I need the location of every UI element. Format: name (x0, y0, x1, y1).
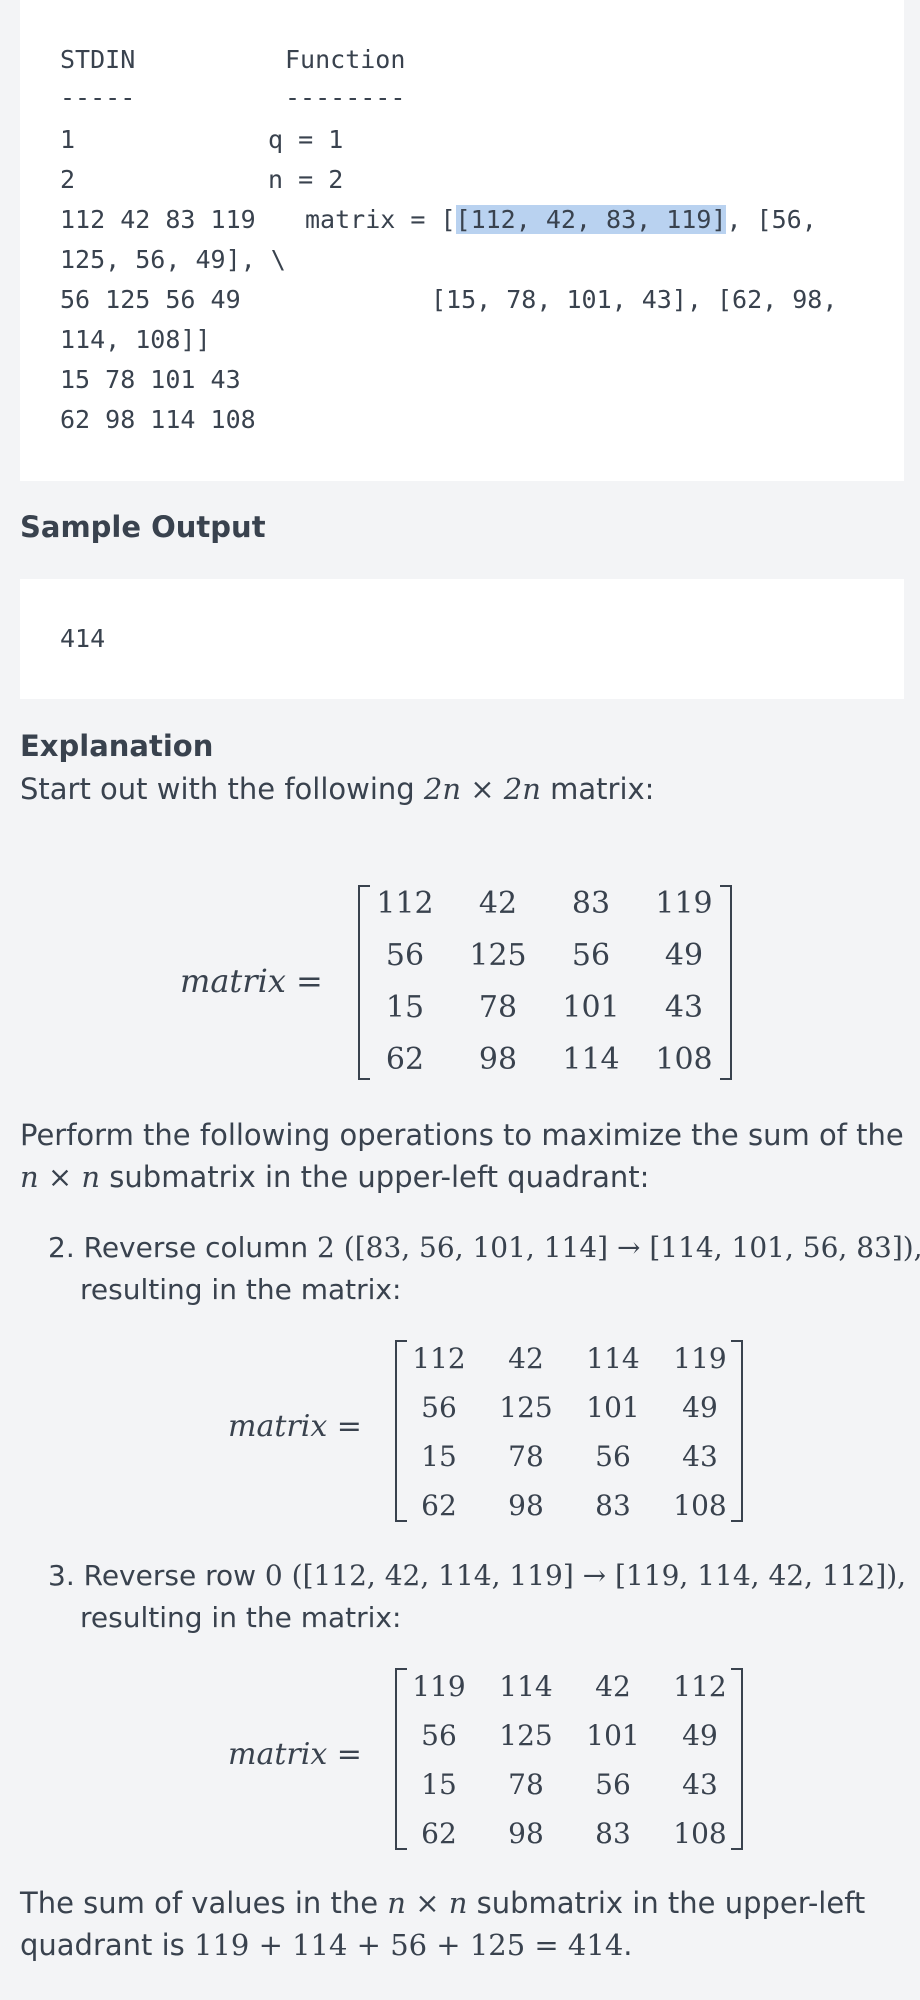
matrix-cell: 56 (421, 1719, 457, 1752)
sample-output-title: Sample Output (20, 510, 266, 544)
matrix-cell: 56 (595, 1440, 631, 1473)
matrix-cell: 101 (586, 1719, 640, 1752)
matrix-cell: 101 (586, 1391, 640, 1424)
sample-output-block: 414 (20, 579, 904, 699)
matrix-cell: 125 (499, 1719, 553, 1752)
matrix-cell: 56 (595, 1768, 631, 1801)
matrix-cell: 112 (673, 1670, 727, 1703)
matrix-right-bracket (731, 1668, 743, 1850)
matrix-right-bracket (731, 1340, 743, 1522)
matrix-cell: 119 (673, 1342, 727, 1375)
conclusion-line-1: The sum of values in the n × n submatrix… (20, 1886, 866, 1920)
function-divider: -------- (285, 83, 406, 112)
matrix-cell: 98 (508, 1489, 544, 1522)
matrix-left-bracket (358, 885, 370, 1080)
matrix-cell: 42 (595, 1670, 631, 1703)
highlighted-row: [112, 42, 83, 119] (455, 205, 727, 234)
matrix-cell: 112 (376, 886, 434, 921)
matrix-cell: 114 (499, 1670, 553, 1703)
stdin-line: 114, 108]] (60, 325, 211, 354)
function-line: q = 1 (268, 125, 344, 154)
stdin-line: 125, 56, 49], \ (60, 245, 286, 274)
matrix-cell: 62 (385, 1042, 425, 1077)
matrix-cell: 15 (421, 1440, 457, 1473)
matrix-cell: 108 (673, 1489, 727, 1522)
matrix-cell: 49 (664, 938, 704, 973)
step-3-line-2: resulting in the matrix: (80, 1601, 402, 1634)
function-header: Function (285, 45, 406, 74)
matrix-cell: 125 (499, 1391, 553, 1424)
matrix-cell: 56 (421, 1391, 457, 1424)
explanation-title: Explanation (20, 729, 214, 763)
matrix-cell: 119 (655, 886, 713, 921)
matrix-cell: 15 (421, 1768, 457, 1801)
matrix-cell: 114 (562, 1042, 620, 1077)
matrix-cell: 114 (586, 1342, 640, 1375)
step-2-line-1: 2. Reverse column 2 ([83, 56, 101, 114] … (48, 1231, 920, 1264)
matrix-label: matrix = (228, 1409, 362, 1444)
conclusion-line-2: quadrant is 119 + 114 + 56 + 125 = 414. (20, 1928, 633, 1962)
matrix-label: matrix = (180, 962, 323, 1000)
stdin-line: 1 (60, 125, 76, 154)
matrix-cell: 15 (385, 990, 425, 1025)
matrix-cell: 62 (421, 1489, 457, 1522)
matrix-cell: 125 (469, 938, 527, 973)
matrix-left-bracket (395, 1340, 407, 1522)
matrix-cell: 78 (508, 1768, 544, 1801)
stdin-header: STDIN (60, 45, 136, 74)
matrix-cell: 112 (412, 1342, 466, 1375)
matrix-cell: 56 (571, 938, 611, 973)
stdin-line: 112 42 83 119 (60, 205, 256, 234)
perform-line-2: n × n submatrix in the upper-left quadra… (20, 1160, 650, 1194)
matrix-cell: 49 (682, 1719, 718, 1752)
matrix-left-bracket (395, 1668, 407, 1850)
matrix-cell: 62 (421, 1817, 457, 1850)
matrix-cell: 43 (682, 1768, 718, 1801)
explanation-intro: Start out with the following 2n × 2n mat… (20, 772, 655, 806)
matrix-cell: 108 (673, 1817, 727, 1850)
output-value: 414 (60, 624, 106, 653)
matrix-cell: 43 (682, 1440, 718, 1473)
stdin-divider: ----- (60, 83, 136, 112)
matrix-cell: 83 (595, 1817, 631, 1850)
matrix-cell: 42 (508, 1342, 544, 1375)
matrix-cell: 98 (478, 1042, 518, 1077)
stdin-line: 62 98 114 108 (60, 405, 256, 434)
matrix-cell: 78 (508, 1440, 544, 1473)
matrix-cell: 119 (412, 1670, 466, 1703)
matrix-cell: 98 (508, 1817, 544, 1850)
perform-line-1: Perform the following operations to maxi… (20, 1118, 904, 1152)
stdin-line: 15 78 101 43 (60, 365, 241, 394)
matrix-cell: 78 (478, 990, 518, 1025)
function-line-pre: matrix = [ (305, 205, 456, 234)
matrix-cell: 101 (562, 990, 620, 1025)
matrix-right-bracket (720, 885, 732, 1080)
stdin-line: 56 125 56 49 (60, 285, 241, 314)
matrix-label: matrix = (228, 1737, 362, 1772)
matrix-cell: 108 (655, 1042, 713, 1077)
function-line-post: , [56, (726, 205, 817, 234)
matrix-cell: 56 (385, 938, 425, 973)
matrix-cell: 83 (571, 886, 611, 921)
matrix-cell: 43 (664, 990, 704, 1025)
function-line: matrix = [[112, 42, 83, 119], [56, (305, 200, 817, 240)
step-3-line-1: 3. Reverse row 0 ([112, 42, 114, 119] → … (48, 1559, 907, 1592)
stdin-line: 2 (60, 165, 76, 194)
matrix-cell: 83 (595, 1489, 631, 1522)
matrix-cell: 49 (682, 1391, 718, 1424)
function-line: [15, 78, 101, 43], [62, 98, (431, 285, 838, 314)
intro-math: 2n × 2n (423, 772, 541, 806)
sample-input-block: STDIN Function ----- -------- 1 q = 1 2 … (20, 0, 904, 481)
matrix-cell: 42 (478, 886, 518, 921)
step-2-line-2: resulting in the matrix: (80, 1273, 402, 1306)
function-line: n = 2 (268, 165, 344, 194)
